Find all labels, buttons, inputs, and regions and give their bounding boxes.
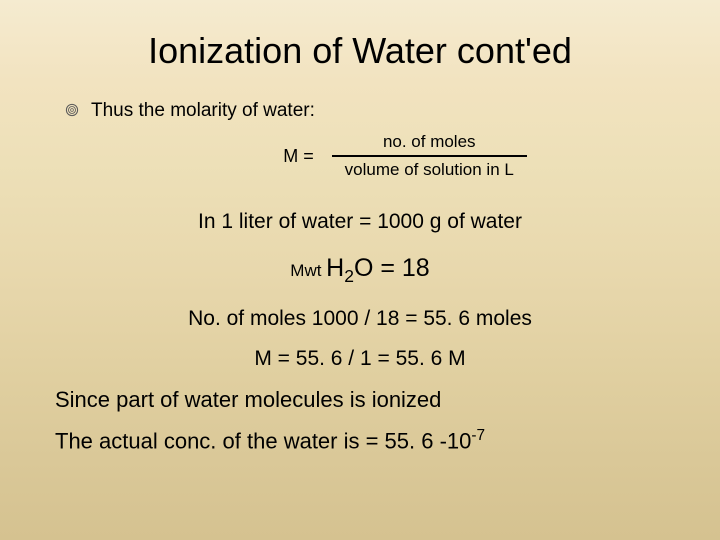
slide-container: Ionization of Water cont'ed Thus the mol…: [0, 0, 720, 540]
line-moles: No. of moles 1000 / 18 = 55. 6 moles: [50, 307, 670, 331]
mwt-line: Mwt H2O = 18: [50, 254, 670, 287]
mwt-formula: H2O = 18: [326, 254, 430, 282]
line-liter: In 1 liter of water = 1000 g of water: [50, 210, 670, 234]
actual-pre: The actual conc. of the water is = 55. 6…: [55, 428, 471, 453]
numerator: no. of moles: [383, 132, 476, 155]
denominator: volume of solution in L: [345, 157, 514, 180]
molarity-formula: M = no. of moles volume of solution in L: [50, 132, 670, 180]
mwt-label: Mwt: [290, 261, 326, 280]
line-since: Since part of water molecules is ionized: [55, 387, 670, 413]
line-actual: The actual conc. of the water is = 55. 6…: [55, 427, 670, 454]
formula-lhs: M =: [283, 146, 314, 167]
h2o-rest: O = 18: [354, 254, 430, 282]
bullet-row-1: Thus the molarity of water:: [65, 100, 670, 122]
h2o-h: H: [326, 254, 344, 282]
bullet-text-1: Thus the molarity of water:: [91, 100, 315, 122]
fraction: no. of moles volume of solution in L: [332, 132, 527, 180]
spiral-bullet-icon: [65, 103, 79, 117]
actual-sup: -7: [471, 427, 485, 444]
h2o-sub: 2: [344, 266, 354, 286]
slide-title: Ionization of Water cont'ed: [50, 30, 670, 72]
line-m: M = 55. 6 / 1 = 55. 6 M: [50, 347, 670, 371]
